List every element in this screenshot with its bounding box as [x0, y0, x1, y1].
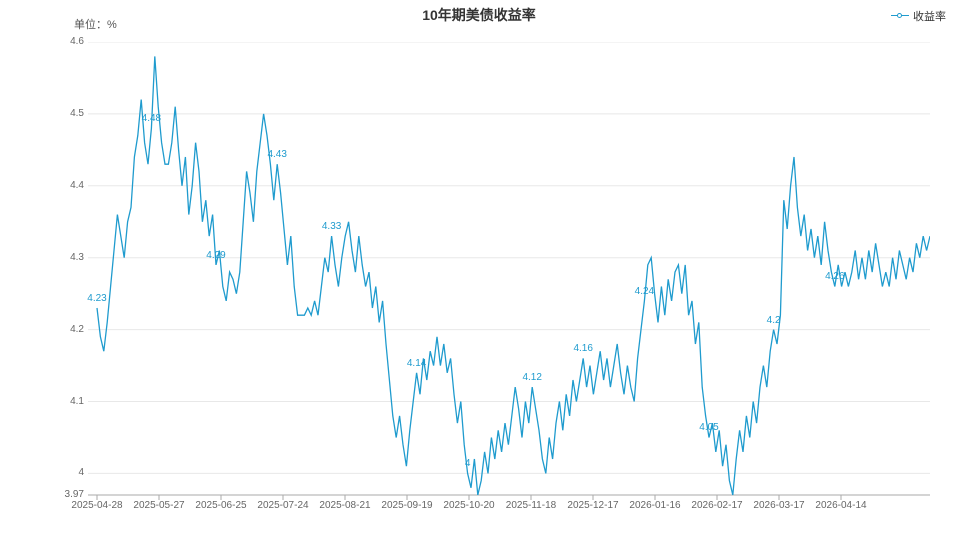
point-label: 4.43: [267, 149, 287, 161]
plot-area[interactable]: 4.23 4.48 4.29 4.43 4.33 4.14 4 4.12 4.16 4.24 4.0…: [87, 41, 931, 507]
point-label: 4: [464, 458, 471, 470]
page-title: 10年期美债收益率: [422, 7, 536, 23]
y-axis-label: 3.97: [64, 489, 84, 500]
point-label: 4.16: [573, 343, 593, 355]
yield-line: [96, 56, 931, 496]
y-axis-label: 4.1: [70, 395, 84, 407]
point-label: 4.26: [825, 271, 845, 283]
line-series-icon: [891, 12, 909, 20]
legend-item-yield[interactable]: 收益率: [891, 8, 946, 24]
point-label: 4.12: [522, 372, 542, 384]
point-label: 4.33: [321, 221, 342, 233]
y-axis-label: 4: [78, 467, 84, 479]
y-axis-label: 4.5: [70, 107, 84, 119]
point-label: 4.05: [699, 422, 719, 434]
y-axis-label: 4.4: [70, 179, 84, 191]
legend-label: 收益率: [913, 11, 946, 23]
y-axis-label: 4.3: [70, 251, 84, 263]
chart-canvas[interactable]: [88, 41, 931, 507]
y-axis-label: 4.2: [70, 323, 84, 335]
point-label: 4.2: [766, 314, 781, 326]
unit-label: 单位：%: [74, 19, 117, 31]
point-label: 4.14: [406, 357, 427, 369]
y-axis-label: 4.6: [70, 36, 84, 47]
point-label: 4.24: [634, 285, 655, 297]
point-label: 4.29: [206, 249, 226, 261]
point-label: 4.48: [141, 113, 162, 125]
point-label: 4.23: [87, 293, 107, 305]
